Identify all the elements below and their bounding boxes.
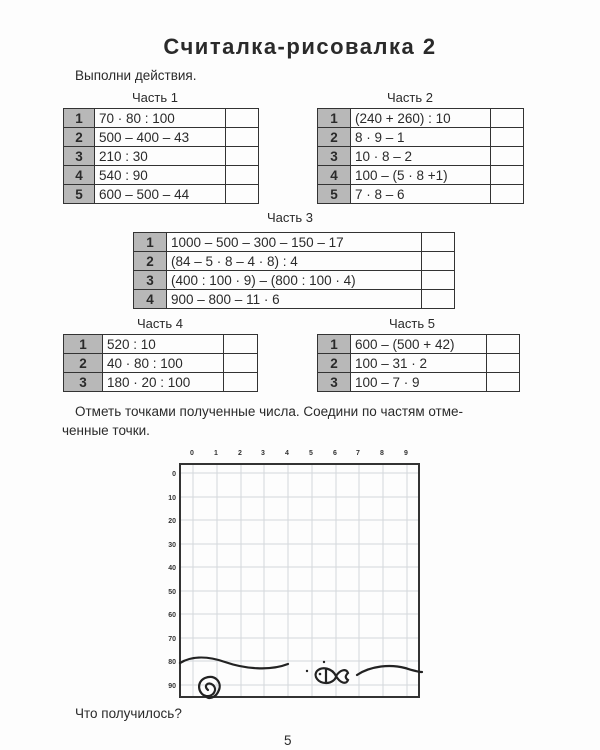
row-number: 4: [133, 289, 167, 309]
instruction: Выполни действия.: [75, 68, 197, 83]
x-axis-label: 8: [380, 450, 384, 457]
part-3-label: Часть 3: [267, 210, 313, 225]
task-line-2: ченные точки.: [62, 423, 150, 438]
page-title: Считалка-рисовалка 2: [163, 34, 437, 59]
expression: 210 : 30: [94, 146, 226, 166]
grid-lines: [180, 464, 419, 697]
answer-cell[interactable]: [490, 184, 524, 204]
part-5-label: Часть 5: [389, 316, 435, 331]
row-number: 3: [317, 372, 351, 392]
table-row: 4 100 – (5 · 8 +1): [317, 165, 524, 185]
answer-cell[interactable]: [486, 372, 520, 392]
x-axis-label: 9: [404, 450, 408, 457]
x-axis-label: 4: [285, 450, 289, 457]
row-number: 5: [63, 184, 95, 204]
row-number: 1: [317, 108, 351, 128]
x-axis-label: 7: [356, 450, 360, 457]
part-5-table: 1 600 – (500 + 42) 2 100 – 31 · 2 3 100 – 7 ·…: [317, 334, 520, 392]
table-row: 4 900 – 800 – 11 · 6: [133, 289, 455, 309]
y-axis-label: 40: [168, 565, 176, 572]
grid-border: [179, 463, 420, 698]
expression: 180 · 20 : 100: [102, 372, 224, 392]
part-3-table: 1 1000 – 500 – 300 – 150 – 17 2 (84 – 5 · 8…: [133, 232, 455, 309]
expression: 100 – (5 · 8 +1): [350, 165, 491, 185]
y-axis-label: 10: [168, 495, 176, 502]
answer-cell[interactable]: [223, 372, 258, 392]
x-axis-label: 2: [238, 450, 242, 457]
expression: 70 · 80 : 100: [94, 108, 226, 128]
fish-drawing: [314, 667, 350, 685]
row-number: 4: [317, 165, 351, 185]
row-number: 1: [63, 108, 95, 128]
x-axis-label: 1: [214, 450, 218, 457]
y-axis-label: 90: [168, 683, 176, 690]
table-row: 1 520 : 10: [63, 334, 258, 354]
question: Что получилось?: [75, 706, 182, 721]
part-1-label: Часть 1: [132, 90, 178, 105]
table-row: 4 540 : 90: [63, 165, 259, 185]
row-number: 2: [317, 127, 351, 147]
expression: 600 – 500 – 44: [94, 184, 226, 204]
y-axis-label: 50: [168, 589, 176, 596]
grid-drawings: [178, 656, 424, 700]
y-axis-label: 30: [168, 542, 176, 549]
table-row: 3 100 – 7 · 9: [317, 372, 520, 392]
expression: 900 – 800 – 11 · 6: [166, 289, 422, 309]
part-4-table: 1 520 : 10 2 40 · 80 : 100 3 180 · 20 : 100: [63, 334, 258, 392]
shell-drawing: [198, 675, 221, 700]
dot: [322, 660, 326, 664]
table-row: 3 210 : 30: [63, 146, 259, 166]
expression: 500 – 400 – 43: [94, 127, 226, 147]
wave-right: [355, 664, 424, 677]
row-number: 4: [63, 165, 95, 185]
x-axis-label: 6: [333, 450, 337, 457]
y-axis-label: 0: [172, 471, 176, 478]
wave-left: [178, 656, 290, 670]
answer-cell[interactable]: [225, 184, 259, 204]
y-axis-label: 70: [168, 636, 176, 643]
x-axis-label: 3: [261, 450, 265, 457]
task-line-1: Отметь точками полученные числа. Соедини…: [75, 404, 464, 419]
part-2-label: Часть 2: [387, 90, 433, 105]
expression: 100 – 7 · 9: [350, 372, 487, 392]
dot: [305, 669, 309, 673]
table-row: 1 70 · 80 : 100: [63, 108, 259, 128]
row-number: 1: [317, 334, 351, 354]
fish-eye: [318, 672, 322, 676]
y-axis-label: 20: [168, 518, 176, 525]
part-4-label: Часть 4: [137, 316, 183, 331]
part-1-table: 1 70 · 80 : 100 2 500 – 400 – 43 3 210 : 30 4 5…: [63, 108, 259, 204]
x-axis-label: 5: [309, 450, 313, 457]
y-axis-label: 80: [168, 659, 176, 666]
table-row: 1 (240 + 260) : 10: [317, 108, 524, 128]
table-row: 3 180 · 20 : 100: [63, 372, 258, 392]
page-number: 5: [284, 733, 292, 748]
x-axis-label: 0: [190, 450, 194, 457]
table-row: 3 10 · 8 – 2: [317, 146, 524, 166]
row-number: 1: [63, 334, 103, 354]
row-number: 3: [133, 270, 167, 290]
y-axis-label: 60: [168, 612, 176, 619]
table-row: 5 600 – 500 – 44: [63, 184, 259, 204]
answer-cell[interactable]: [421, 289, 455, 309]
table-row: 2 500 – 400 – 43: [63, 127, 259, 147]
expression: 40 · 80 : 100: [102, 353, 224, 373]
expression: 1000 – 500 – 300 – 150 – 17: [166, 232, 422, 252]
row-number: 3: [63, 372, 103, 392]
expression: 540 : 90: [94, 165, 226, 185]
row-number: 2: [63, 127, 95, 147]
